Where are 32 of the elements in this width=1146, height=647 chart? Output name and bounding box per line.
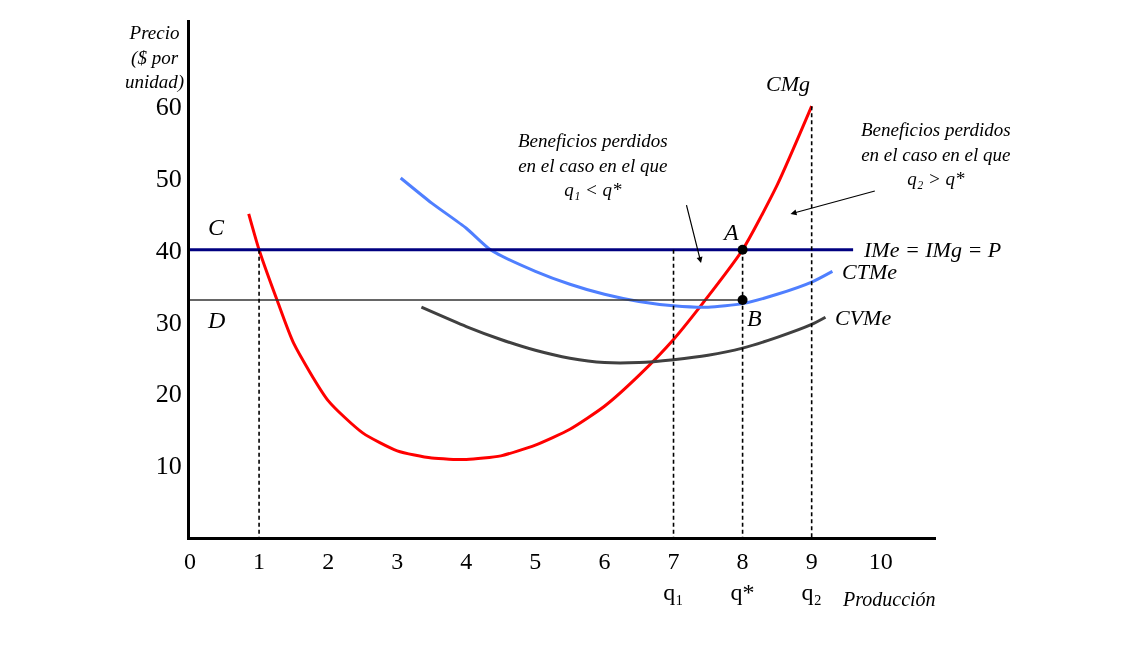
annotation: A bbox=[722, 219, 739, 245]
y-tick-label: 40 bbox=[155, 235, 182, 265]
x-tick-label: 7 q₁ bbox=[663, 547, 684, 605]
x-tick-label: 5 bbox=[529, 547, 542, 574]
y-tick-label: 10 bbox=[155, 451, 182, 481]
x-tick-label: 0 bbox=[184, 547, 196, 574]
x-tick-label: 1 bbox=[253, 547, 266, 574]
series-label: IMe = IMg = P bbox=[863, 237, 1002, 262]
x-tick-label: 4 bbox=[460, 547, 473, 574]
series-label: CTMe bbox=[842, 259, 898, 284]
x-tick-label: 10 bbox=[868, 547, 893, 574]
line-series bbox=[247, 104, 814, 461]
series-label: CMg bbox=[766, 71, 810, 96]
annotation: D bbox=[207, 307, 226, 333]
line-series bbox=[419, 305, 827, 365]
y-tick-label: 50 bbox=[155, 164, 182, 194]
x-tick-label: 2 bbox=[322, 547, 335, 574]
x-tick-label: 6 bbox=[598, 547, 611, 574]
x-axis-title: Producción bbox=[842, 588, 936, 610]
y-tick-label: 20 bbox=[155, 379, 182, 409]
x-tick-label: 8 q* bbox=[730, 547, 755, 605]
series-label: CVMe bbox=[835, 305, 892, 330]
annotation: Beneficios perdidos en el caso en el que q₁ < q* bbox=[518, 130, 668, 201]
x-tick-label: 9 q₂ bbox=[801, 547, 822, 605]
annotation: Beneficios perdidos en el caso en el que q₂ > q* bbox=[861, 119, 1011, 190]
annotation: B bbox=[747, 305, 762, 331]
y-tick-label: 30 bbox=[155, 307, 182, 337]
line-series bbox=[399, 176, 834, 309]
x-tick-label: 3 bbox=[391, 547, 404, 574]
annotation: C bbox=[208, 214, 225, 240]
y-tick-label: 60 bbox=[155, 92, 182, 122]
y-axis-title: Precio ($ por unidad) bbox=[125, 22, 185, 94]
